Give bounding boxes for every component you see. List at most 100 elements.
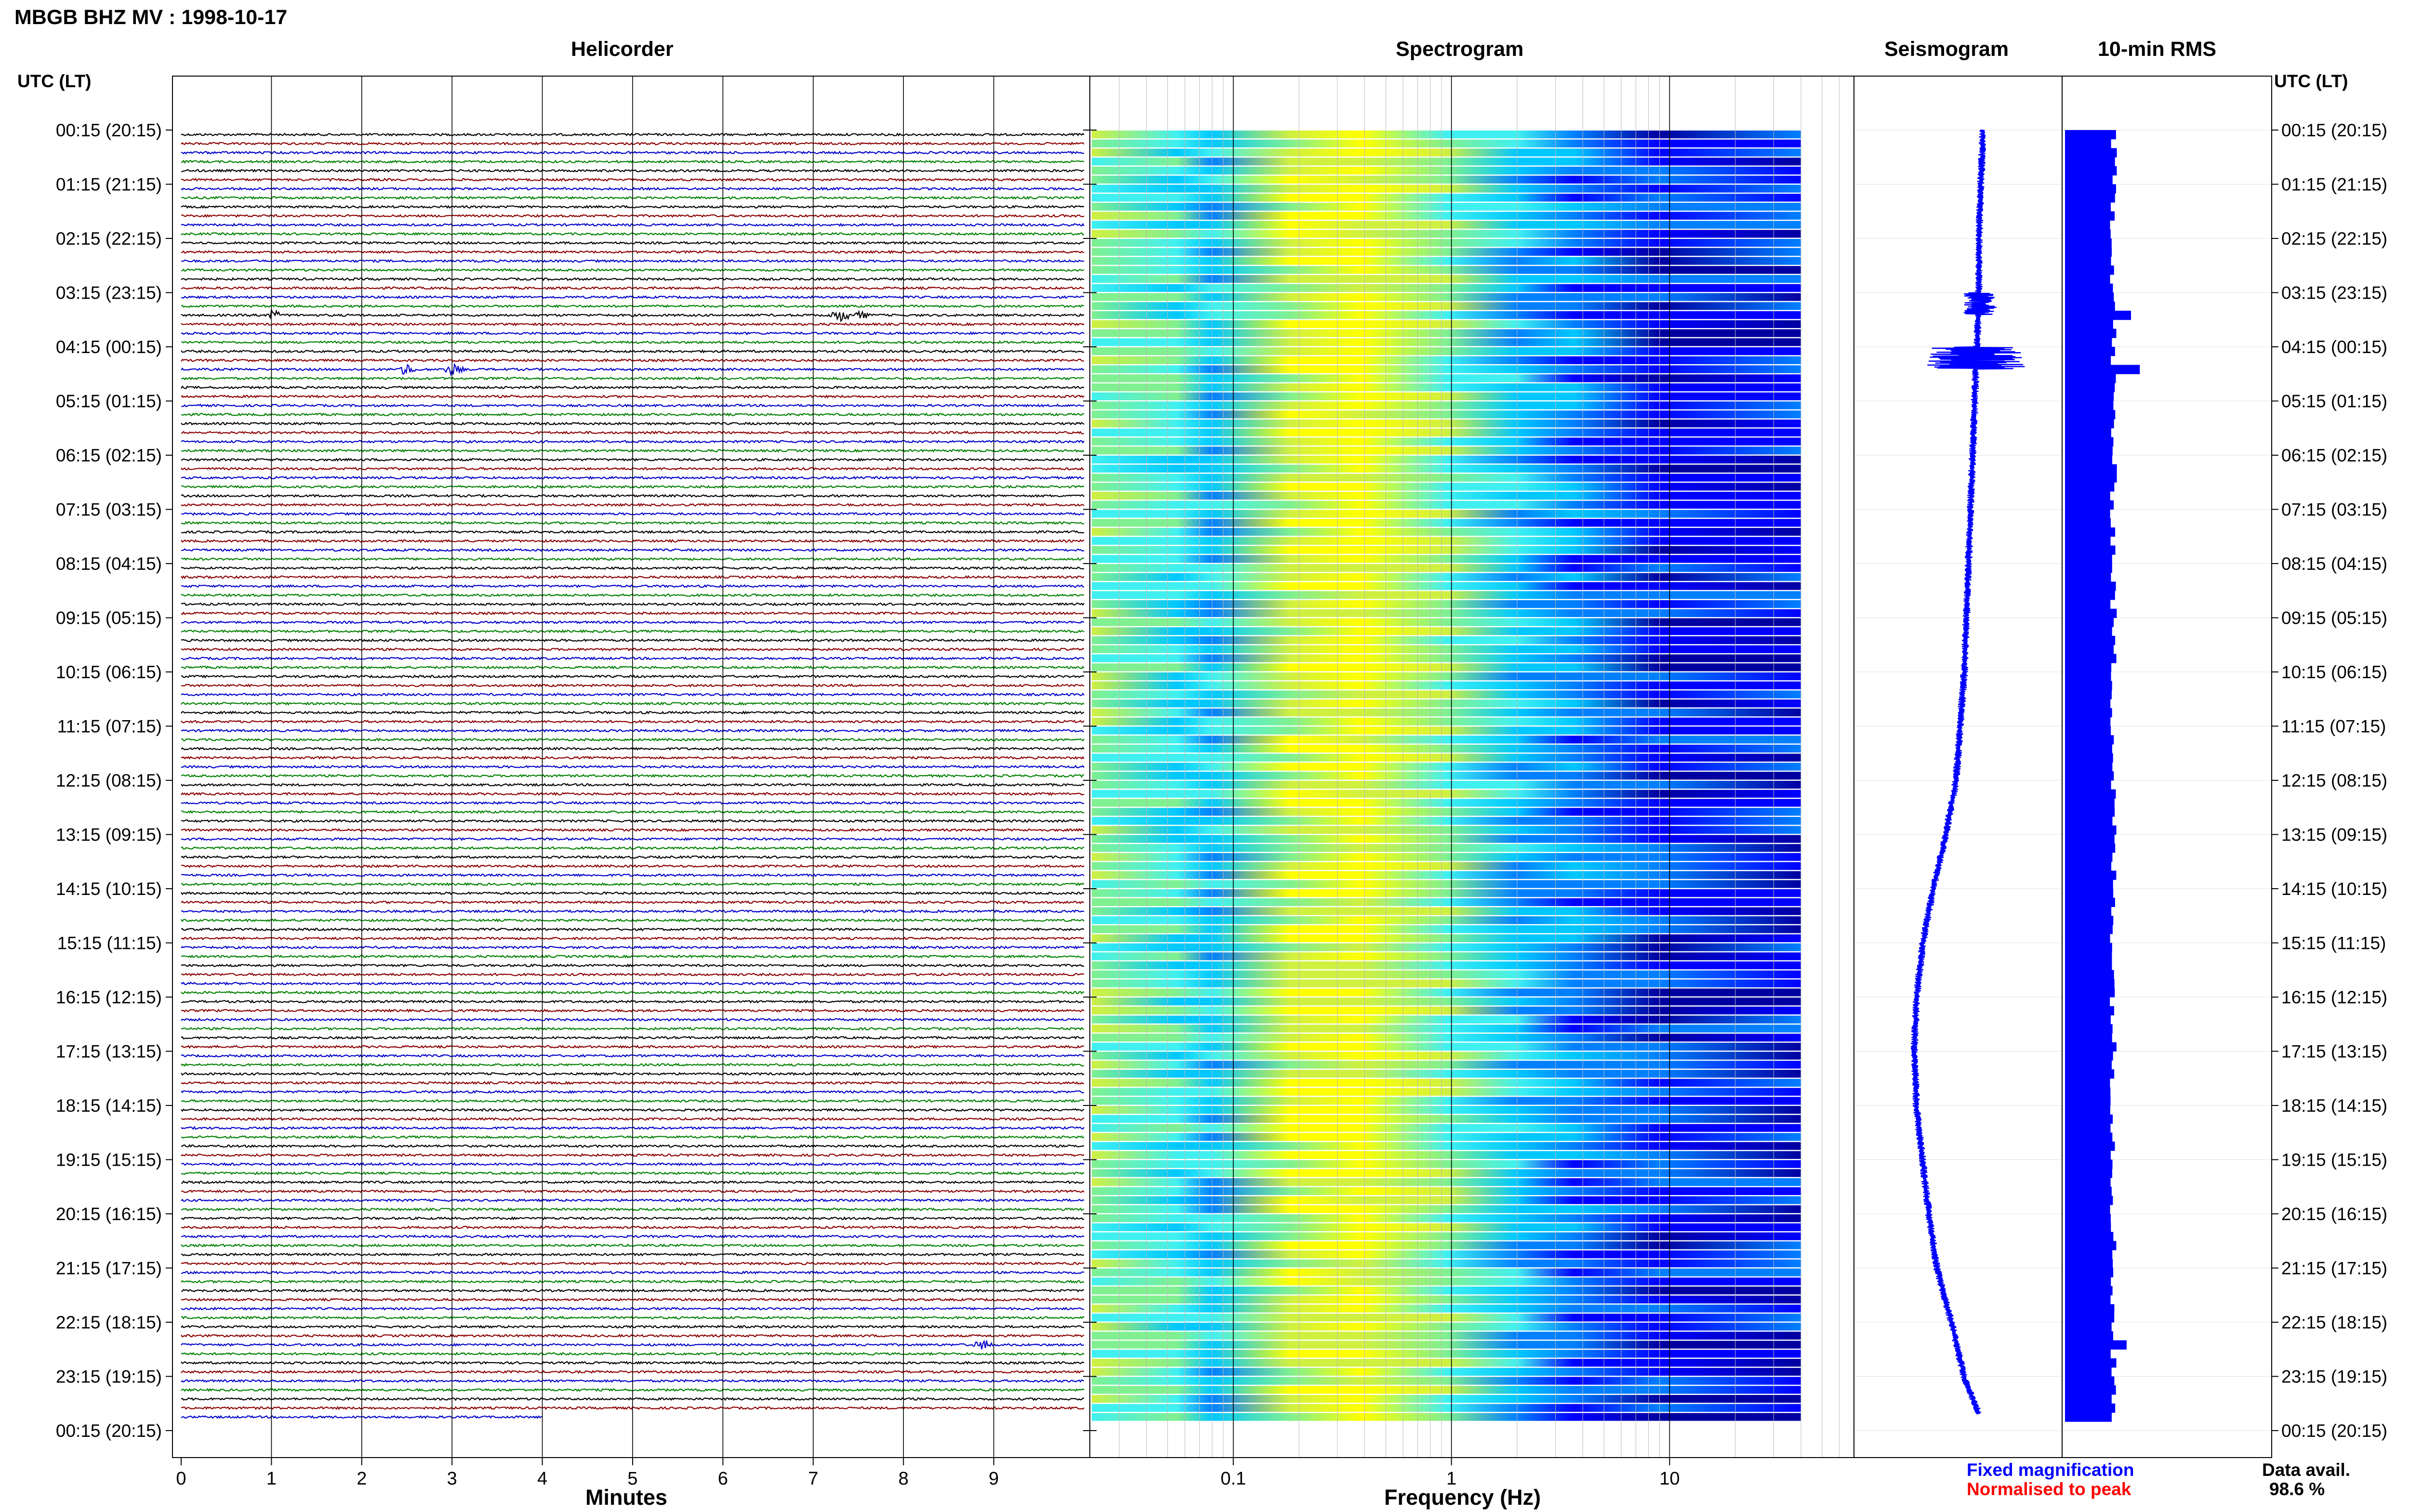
rms-bar	[2065, 897, 2115, 907]
hour-label-right: 06:15 (02:15)	[2281, 446, 2387, 465]
rms-bar	[2065, 229, 2111, 239]
rms-bar	[2065, 843, 2116, 853]
rms-bar	[2065, 1114, 2113, 1124]
rms-bar	[2065, 148, 2117, 158]
rms-bar	[2065, 735, 2114, 745]
spectrogram-row	[1092, 365, 1801, 373]
spectrogram-row	[1092, 500, 1801, 509]
spectrogram-row	[1092, 853, 1801, 861]
rms-bar	[2065, 130, 2116, 140]
hour-label-right: 08:15 (04:15)	[2281, 554, 2387, 574]
spectrogram-row	[1092, 1323, 1801, 1331]
spectrogram-row	[1092, 564, 1801, 572]
rms-bar	[2065, 1349, 2111, 1359]
spectrogram-row	[1092, 275, 1801, 283]
rms-bar	[2065, 925, 2113, 934]
spectrogram-row	[1092, 1250, 1801, 1259]
rms-bar	[2065, 870, 2117, 880]
spectrogram-row	[1092, 1151, 1801, 1159]
spectrogram-row	[1092, 943, 1801, 951]
rms-bar	[2065, 1322, 2112, 1332]
seismogram-panel	[1854, 129, 2062, 1431]
spectrogram-row	[1092, 184, 1801, 193]
rms-bar	[2065, 1150, 2111, 1160]
rms-bar	[2065, 437, 2114, 447]
minute-tick-label: 5	[627, 1469, 637, 1489]
spectrogram-row	[1092, 717, 1801, 725]
spectrogram-row	[1092, 1359, 1801, 1367]
rms-bar	[2065, 1087, 2111, 1097]
spectrogram-row	[1092, 1034, 1801, 1042]
minute-tick-label: 2	[357, 1469, 367, 1489]
panel-frame	[2062, 76, 2272, 1458]
rms-bar	[2065, 1358, 2117, 1368]
rms-bar	[2065, 1313, 2115, 1323]
spectrogram-row	[1092, 736, 1801, 744]
spectrogram-row	[1092, 979, 1801, 987]
frequency-tick-label: 1	[1446, 1469, 1456, 1489]
rms-bar	[2065, 220, 2110, 230]
rms-bar	[2065, 319, 2113, 329]
spectrogram-row	[1092, 1052, 1801, 1060]
rms-bar	[2065, 1250, 2113, 1260]
rms-bar	[2065, 1277, 2111, 1287]
spectrogram-row	[1092, 1178, 1801, 1186]
spectrogram-row	[1092, 745, 1801, 753]
spectrogram-row	[1092, 555, 1801, 563]
seismogram-trace	[1911, 129, 2025, 1415]
rms-bar	[2065, 374, 2116, 383]
rms-bar	[2065, 816, 2113, 826]
hour-label-left: 09:15 (05:15)	[56, 608, 162, 628]
spectrogram-row	[1092, 961, 1801, 970]
rms-bar	[2065, 907, 2112, 916]
rms-bar	[2065, 275, 2110, 284]
rms-bar	[2065, 608, 2117, 618]
spectrogram-row	[1092, 663, 1801, 671]
spectrogram-row	[1092, 1061, 1801, 1069]
spectrogram-row	[1092, 1106, 1801, 1114]
rms-bar	[2065, 518, 2111, 528]
rms-bar	[2065, 401, 2114, 410]
spectrogram-row	[1092, 998, 1801, 1006]
rms-bar	[2065, 581, 2116, 591]
hour-label-right: 00:15 (20:15)	[2281, 1421, 2387, 1441]
rms-bar	[2065, 473, 2117, 483]
spectrogram-xlabel: Frequency (Hz)	[1384, 1485, 1541, 1510]
spectrogram-row	[1092, 889, 1801, 897]
spectrogram-row	[1092, 492, 1801, 500]
hour-label-left: 13:15 (09:15)	[56, 825, 162, 845]
rms-bar	[2065, 699, 2111, 709]
rms-bar	[2065, 997, 2110, 1007]
spectrogram-row	[1092, 158, 1801, 166]
spectrogram-row	[1092, 1295, 1801, 1303]
spectrogram-row	[1092, 139, 1801, 147]
hour-label-right: 18:15 (14:15)	[2281, 1096, 2387, 1116]
right-axis-header: UTC (LT)	[2274, 71, 2348, 91]
rms-bar	[2065, 834, 2115, 844]
spectrogram-row	[1092, 817, 1801, 825]
spectrogram-row	[1092, 1142, 1801, 1150]
spectrogram-row	[1092, 1042, 1801, 1051]
spectrogram-row	[1092, 753, 1801, 762]
rms-bar	[2065, 1006, 2114, 1015]
rms-bar	[2065, 564, 2112, 573]
rms-bar	[2065, 1367, 2112, 1377]
rms-panel	[2062, 130, 2272, 1431]
rms-bar	[2065, 916, 2114, 925]
rms-bar	[2065, 853, 2113, 862]
rms-bar	[2065, 1394, 2112, 1404]
rms-bar	[2065, 419, 2114, 429]
spectrogram-row	[1092, 808, 1801, 816]
helicorder-panel	[181, 76, 1085, 1458]
spectrogram-row	[1092, 1287, 1801, 1295]
hour-label-right: 19:15 (15:15)	[2281, 1150, 2387, 1170]
hour-label-right: 22:15 (18:15)	[2281, 1313, 2387, 1332]
spectrogram-row	[1092, 907, 1801, 915]
legend-fixed-magnification: Fixed magnification	[1967, 1460, 2134, 1480]
hour-label-left: 04:15 (00:15)	[56, 337, 162, 357]
rms-bar	[2065, 636, 2116, 645]
hour-label-right: 14:15 (10:15)	[2281, 879, 2387, 899]
spectrogram-row	[1092, 1196, 1801, 1204]
rms-bar	[2065, 166, 2117, 176]
rms-bar	[2065, 825, 2117, 835]
